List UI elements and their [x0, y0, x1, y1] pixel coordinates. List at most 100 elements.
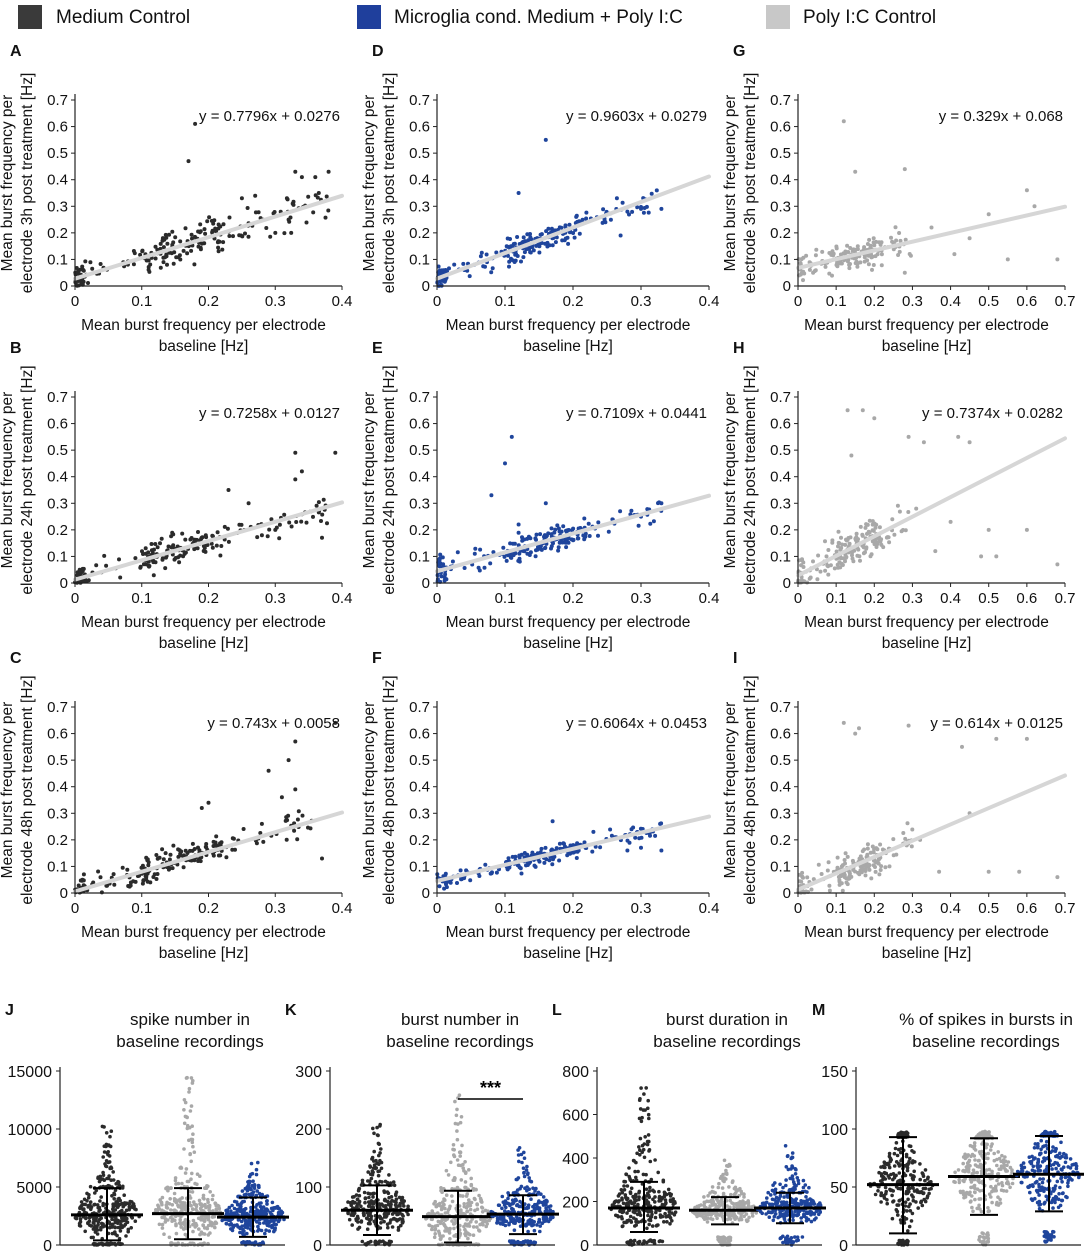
dot	[638, 1148, 642, 1152]
x-tick-label: 0.1	[826, 900, 847, 917]
dot	[108, 1241, 113, 1245]
scatter-point	[564, 540, 568, 545]
scatter-point	[572, 235, 577, 240]
dot	[197, 1198, 202, 1203]
dot	[722, 1158, 727, 1163]
dot	[645, 1226, 649, 1231]
dot	[521, 1166, 526, 1170]
scatter-point	[520, 538, 525, 543]
scatter-point	[871, 263, 876, 267]
scatter-point	[443, 871, 448, 876]
dot	[366, 1170, 371, 1174]
dot	[462, 1202, 467, 1206]
scatter-point	[809, 887, 814, 892]
scatter-point	[818, 569, 823, 574]
scatter-point	[538, 232, 543, 237]
scatter-point	[171, 261, 176, 266]
dot	[205, 1184, 209, 1188]
dot	[88, 1184, 93, 1189]
scatter-point	[294, 520, 299, 524]
scatter-point	[874, 846, 879, 851]
scatter-point	[550, 847, 554, 852]
scatter-point	[304, 220, 309, 225]
dot	[638, 1136, 643, 1141]
dot	[632, 1197, 637, 1202]
dot	[116, 1221, 120, 1225]
dot	[743, 1201, 747, 1205]
dot	[624, 1196, 628, 1200]
scatter-point	[146, 267, 151, 272]
y-tick-label: 0.1	[47, 858, 68, 875]
scatter-point	[542, 860, 547, 865]
scatter-point	[510, 854, 515, 859]
scatter-point	[311, 514, 315, 519]
scatter-point	[181, 865, 186, 870]
dot	[639, 1086, 643, 1090]
dot	[105, 1241, 109, 1246]
scatter-point	[1024, 736, 1029, 741]
dot	[464, 1170, 468, 1175]
dot	[257, 1221, 262, 1226]
scatter-point	[201, 549, 206, 553]
scatter-point	[138, 565, 143, 570]
scatter-point	[534, 537, 538, 542]
x-tick-label: 0	[794, 900, 802, 917]
scatter-point	[158, 241, 163, 246]
x-axis-label: baseline [Hz]	[523, 635, 613, 652]
regression-equation: y = 0.7796x + 0.0276	[199, 108, 340, 125]
scatter-point	[202, 227, 207, 232]
dot	[229, 1222, 233, 1226]
dot	[100, 1241, 104, 1246]
dot	[383, 1179, 388, 1184]
scatter-point	[855, 553, 860, 558]
dot	[346, 1210, 350, 1215]
dot	[123, 1218, 127, 1223]
x-axis-label: Mean burst frequency per electrode	[804, 317, 1049, 334]
dot	[210, 1223, 214, 1228]
scatter-point	[880, 847, 885, 852]
dot	[742, 1214, 746, 1219]
x-tick-label: 0.1	[131, 900, 152, 917]
dot	[116, 1225, 121, 1230]
dot	[203, 1218, 207, 1223]
dot	[477, 1193, 481, 1198]
dot	[791, 1218, 795, 1222]
dot	[121, 1184, 125, 1189]
scatter-point	[863, 866, 868, 871]
dot	[627, 1166, 631, 1170]
y-tick-label: 0.4	[47, 172, 68, 189]
scatter-point	[875, 252, 880, 257]
dot	[201, 1231, 205, 1236]
scatter-point	[230, 847, 235, 852]
dot	[544, 1206, 548, 1210]
y-axis-label: electrode 3h post treatment [Hz]	[742, 73, 759, 294]
dot	[461, 1162, 465, 1167]
dot	[193, 1181, 197, 1186]
dot	[771, 1183, 775, 1187]
dot	[77, 1223, 82, 1228]
dot	[657, 1239, 662, 1244]
dot	[647, 1116, 651, 1121]
dot	[371, 1205, 376, 1210]
dot	[727, 1212, 731, 1216]
scatter-point	[878, 242, 883, 247]
scatter-point	[986, 869, 991, 874]
scatter-point	[641, 210, 646, 215]
scatter-point	[545, 240, 550, 245]
scatter-point	[178, 553, 183, 558]
scatter-point	[286, 217, 291, 222]
scatter-point	[816, 553, 821, 558]
scatter-point	[865, 842, 870, 847]
dot	[524, 1240, 529, 1244]
dot	[525, 1164, 529, 1169]
scatter-point	[1032, 204, 1037, 209]
scatter-point	[562, 841, 566, 846]
dot	[442, 1187, 446, 1191]
dot	[513, 1220, 517, 1225]
scatter-point	[213, 226, 218, 231]
dot	[382, 1198, 387, 1203]
scatter-point	[835, 562, 840, 567]
regression-equation: y = 0.7109x + 0.0441	[566, 405, 707, 422]
scatter-point	[173, 556, 178, 560]
x-tick-label: 0.1	[495, 590, 516, 607]
